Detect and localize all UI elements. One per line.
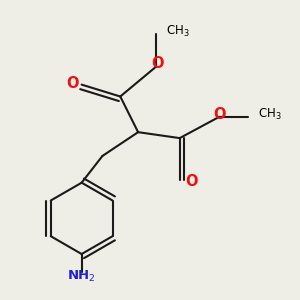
Text: O: O bbox=[214, 107, 226, 122]
Text: CH$_3$: CH$_3$ bbox=[259, 107, 282, 122]
Text: O: O bbox=[67, 76, 79, 91]
Text: NH$_2$: NH$_2$ bbox=[67, 269, 96, 284]
Text: O: O bbox=[151, 56, 164, 71]
Text: CH$_3$: CH$_3$ bbox=[166, 24, 190, 39]
Text: O: O bbox=[185, 174, 198, 189]
